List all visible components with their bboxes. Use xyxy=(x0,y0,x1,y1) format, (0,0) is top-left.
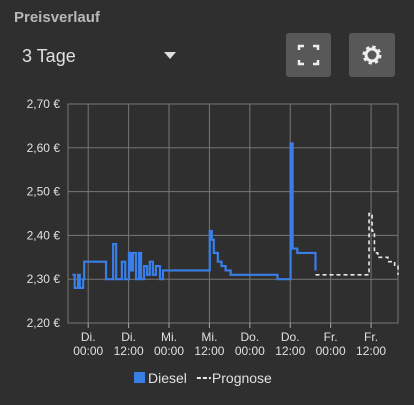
y-tick-label: 2,30 € xyxy=(27,272,61,286)
y-tick-label: 2,20 € xyxy=(27,316,61,330)
y-tick-label: 2,70 € xyxy=(27,97,61,111)
chart: 2,20 € 2,30 € 2,40 € 2,50 € 2,60 € 2,70 € Di. 0… xyxy=(27,97,399,386)
x-tick-label: Fr. 12:00 xyxy=(356,330,386,358)
x-tick-label: Di. 12:00 xyxy=(114,330,144,358)
legend-label: Diesel xyxy=(148,370,187,386)
fullscreen-button[interactable] xyxy=(286,33,331,77)
legend-label: Prognose xyxy=(212,370,272,386)
x-tick-label: Do. 12:00 xyxy=(275,330,305,358)
range-select[interactable]: 3 Tage xyxy=(22,46,76,66)
x-tick-label: Di. 00:00 xyxy=(73,330,103,358)
x-tick-label: Mi. 00:00 xyxy=(154,330,184,358)
title: Preisverlauf xyxy=(14,9,101,26)
x-tick-label: Fr. 00:00 xyxy=(316,330,346,358)
y-tick-label: 2,40 € xyxy=(27,228,61,242)
dropdown-caret[interactable] xyxy=(164,52,176,59)
y-tick-label: 2,60 € xyxy=(27,141,61,155)
x-tick-label: Do. 00:00 xyxy=(235,330,265,358)
y-tick-label: 2,50 € xyxy=(27,185,61,199)
settings-button[interactable] xyxy=(349,33,395,77)
price-line xyxy=(315,212,399,276)
legend-swatch xyxy=(134,372,145,383)
x-tick-label: Mi. 12:00 xyxy=(194,330,224,358)
price-line xyxy=(72,142,317,290)
